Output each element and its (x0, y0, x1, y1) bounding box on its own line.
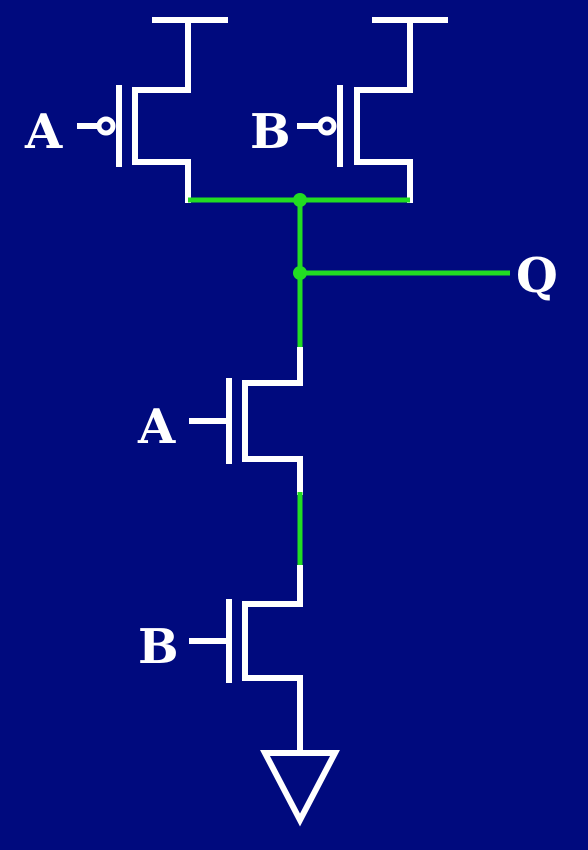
pmos-a-drain-source (132, 17, 191, 203)
junction-dot-output (293, 266, 307, 280)
nmos-b-drain-source (242, 565, 303, 753)
pmos-a-bubble (96, 116, 116, 136)
nmos-transistor-b: B (138, 565, 303, 753)
nmos-a-input-label: A (137, 399, 176, 455)
pmos-b-bubble (317, 116, 337, 136)
nmos-transistor-a: A (137, 347, 303, 495)
ground-symbol (260, 750, 340, 827)
pmos-transistor-a: A (24, 17, 228, 203)
output-label: Q (516, 248, 558, 304)
pmos-b-input-label: B (250, 104, 291, 160)
output-node: Q (188, 193, 558, 350)
junction-dot-top (293, 193, 307, 207)
pmos-a-input-label: A (24, 104, 63, 160)
nmos-a-drain-source (242, 347, 303, 495)
pmos-transistor-b: B (250, 17, 448, 203)
pmos-b-drain-source (354, 17, 413, 203)
nmos-b-input-label: B (138, 619, 179, 675)
